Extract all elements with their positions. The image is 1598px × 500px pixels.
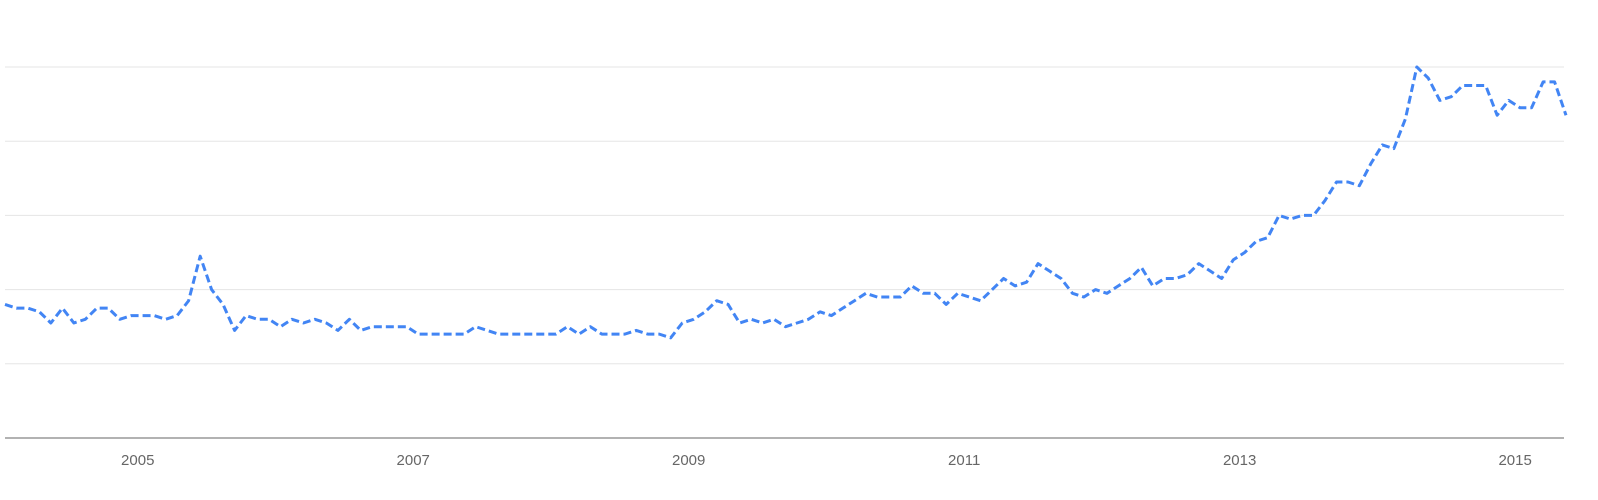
x-tick-label: 2007 <box>397 452 430 469</box>
x-tick-label: 2005 <box>121 452 154 469</box>
trend-line <box>4 65 1568 340</box>
x-tick-label: 2013 <box>1223 452 1256 469</box>
x-tick-label: 2009 <box>672 452 705 469</box>
x-tick-label: 2011 <box>948 452 980 469</box>
x-tick-label: 2015 <box>1498 452 1531 469</box>
